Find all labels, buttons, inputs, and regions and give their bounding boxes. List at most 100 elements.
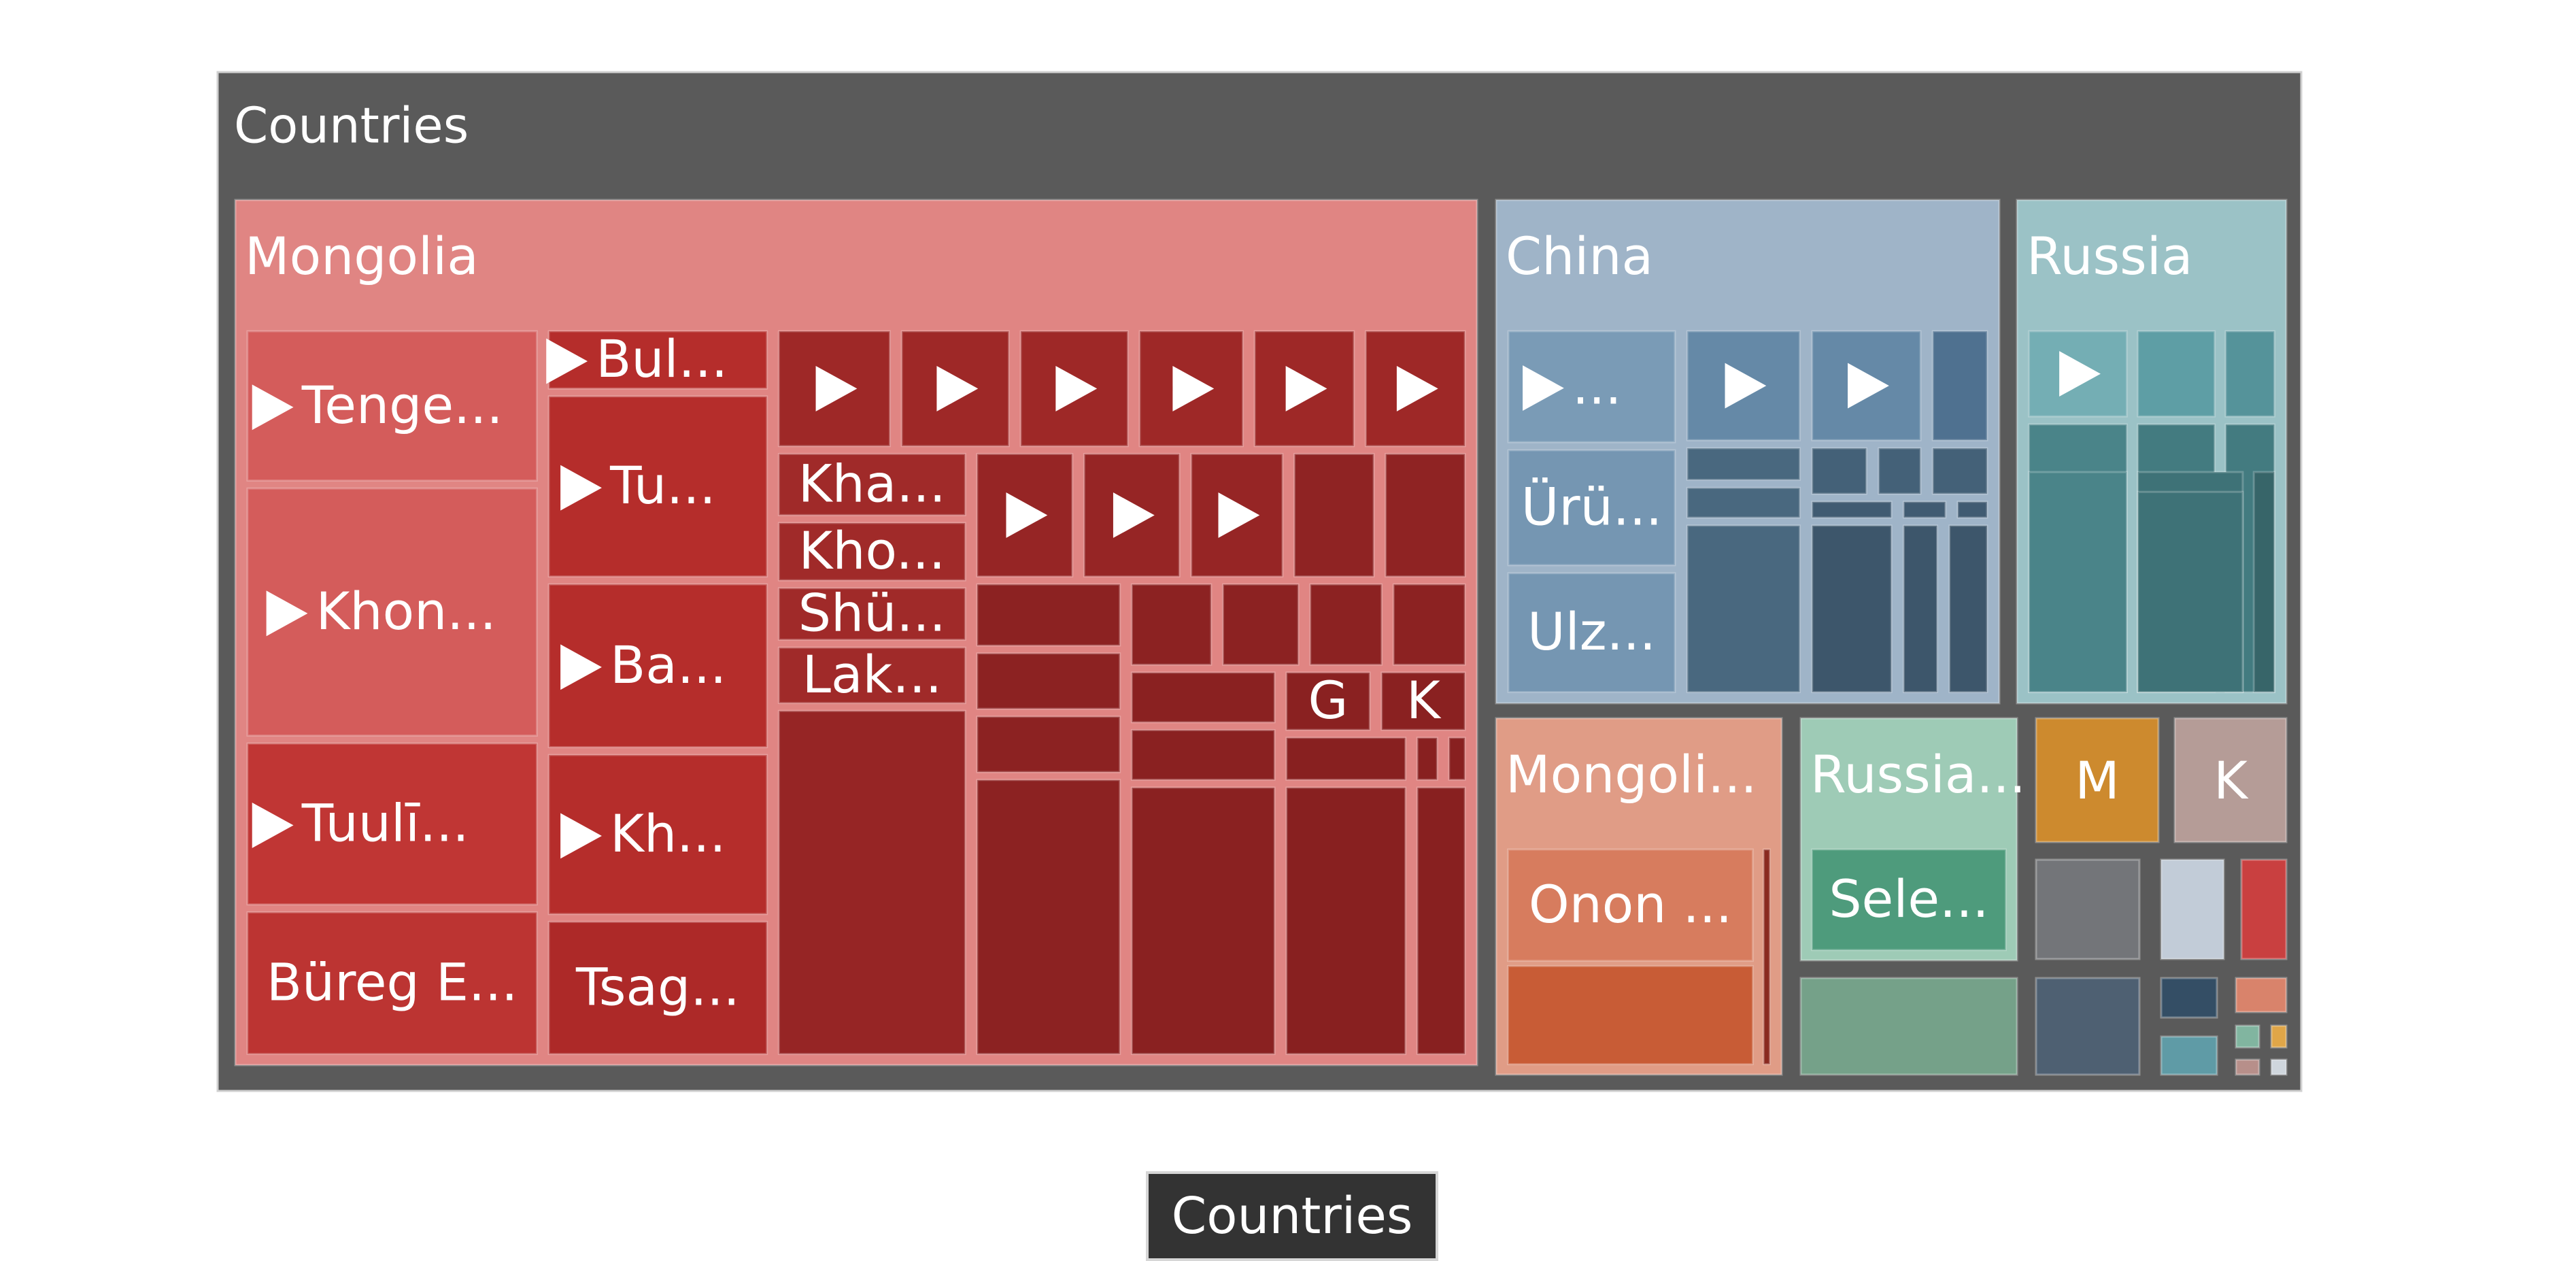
cell-1-1[interactable]: [1507, 449, 1676, 567]
cell-1-14[interactable]: [1956, 501, 1988, 519]
cell-2-9[interactable]: [2252, 471, 2275, 694]
cell-arrow-0-1: [266, 590, 308, 637]
cell-0-2[interactable]: [246, 742, 538, 906]
cell-0-40[interactable]: [1416, 737, 1438, 781]
cell-0-8[interactable]: [547, 920, 768, 1056]
cell-1-2[interactable]: [1507, 572, 1676, 694]
group-group-14-14[interactable]: [2160, 1035, 2218, 1076]
cell-label-1-2: Ulz...: [1527, 601, 1656, 662]
cell-1-15[interactable]: [1811, 524, 1893, 694]
cell-arrow-0-10: [936, 365, 979, 411]
cell-0-16[interactable]: [777, 522, 966, 582]
cell-0-4[interactable]: [547, 330, 768, 390]
group-label-1: China: [1506, 226, 1653, 286]
cell-arrow-0-6: [560, 644, 602, 690]
cell-arrow-0-0: [252, 384, 294, 431]
cell-0-26[interactable]: [976, 652, 1121, 710]
cell-arrow-1-3: [1725, 363, 1767, 409]
group-m-6[interactable]: [2035, 717, 2160, 843]
cell-2-0[interactable]: [2028, 330, 2128, 418]
cell-label-1-1: Ürü...: [1521, 476, 1663, 537]
group-group-18-18[interactable]: [2270, 1058, 2288, 1076]
cell-arrow-0-21: [1113, 492, 1155, 538]
breadcrumb-countries[interactable]: Countries: [1146, 1171, 1438, 1261]
cell-3-2[interactable]: [1762, 848, 1771, 1066]
cell-0-31[interactable]: [1309, 583, 1383, 666]
group-group-13-13[interactable]: [2235, 977, 2288, 1013]
group-group-12-12[interactable]: [2160, 977, 2218, 1019]
cell-arrow-2-0: [2059, 351, 2101, 397]
cell-1-16[interactable]: [1902, 524, 1939, 694]
cell-0-35[interactable]: [1130, 786, 1276, 1056]
group-group-8-8[interactable]: [2035, 858, 2141, 960]
cell-2-2[interactable]: [2224, 330, 2275, 418]
cell-arrow-0-20: [1006, 492, 1048, 538]
cell-0-32[interactable]: [1392, 583, 1466, 666]
cell-1-7[interactable]: [1686, 486, 1801, 519]
cell-0-34[interactable]: [1130, 728, 1276, 781]
cell-0-23[interactable]: [1293, 452, 1375, 578]
cell-0-24[interactable]: [1385, 452, 1466, 578]
cell-0-27[interactable]: [976, 716, 1121, 773]
cell-1-12[interactable]: [1811, 501, 1893, 519]
group-label-6: M: [2075, 750, 2120, 811]
cell-arrow-0-11: [1055, 365, 1098, 411]
group-group-16-16[interactable]: [2270, 1024, 2288, 1049]
cell-label-0-15: Kha...: [798, 453, 946, 514]
cell-arrow-0-22: [1218, 492, 1260, 538]
group-group-9-9[interactable]: [2160, 858, 2225, 960]
cell-label-0-18: Lak...: [802, 644, 942, 705]
group-group-11-11[interactable]: [2035, 977, 2141, 1076]
cell-0-19[interactable]: [777, 709, 966, 1056]
cell-1-8[interactable]: [1686, 524, 1801, 694]
cell-label-0-16: Kho...: [798, 520, 945, 581]
cell-0-25[interactable]: [976, 583, 1121, 647]
cell-label-0-37: K: [1406, 670, 1442, 730]
cell-0-41[interactable]: [1448, 737, 1466, 781]
cell-0-42[interactable]: [1416, 786, 1466, 1056]
cell-0-37[interactable]: [1380, 671, 1466, 731]
treemap-title: Countries: [234, 97, 469, 154]
cell-2-1[interactable]: [2137, 330, 2216, 418]
cell-2-8[interactable]: [2137, 490, 2244, 694]
cell-1-13[interactable]: [1902, 501, 1947, 519]
cell-arrow-0-4: [546, 338, 588, 384]
group-group-17-17[interactable]: [2235, 1058, 2260, 1076]
cell-0-33[interactable]: [1130, 671, 1276, 724]
cell-0-28[interactable]: [976, 779, 1121, 1056]
cell-0-36[interactable]: [1285, 671, 1371, 731]
cell-label-0-5: Tu...: [609, 455, 716, 516]
group-group-10-10[interactable]: [2240, 858, 2288, 960]
cell-0-38[interactable]: [1285, 737, 1407, 781]
cell-label-0-17: Shü...: [798, 583, 946, 643]
cell-label-0-8: Tsag...: [575, 956, 740, 1017]
group-label-7: K: [2214, 750, 2249, 811]
cell-0-29[interactable]: [1130, 583, 1213, 666]
cell-1-6[interactable]: [1686, 447, 1801, 482]
cell-arrow-0-13: [1285, 365, 1327, 411]
cell-2-6[interactable]: [2028, 471, 2128, 694]
cell-1-11[interactable]: [1931, 447, 1988, 495]
cell-label-0-3: Büreg E...: [267, 952, 518, 1012]
cell-0-30[interactable]: [1222, 583, 1300, 666]
group-group-15-15[interactable]: [2235, 1024, 2260, 1049]
cell-0-0[interactable]: [246, 330, 538, 482]
cell-0-39[interactable]: [1285, 786, 1407, 1056]
cell-1-9[interactable]: [1811, 447, 1867, 495]
cell-0-15[interactable]: [777, 452, 966, 516]
cell-1-17[interactable]: [1948, 524, 1988, 694]
cell-4-0[interactable]: [1810, 848, 2007, 952]
cell-0-17[interactable]: [777, 587, 966, 641]
cell-label-1-0: ...: [1572, 356, 1621, 416]
cell-0-18[interactable]: [777, 646, 966, 705]
cell-label-0-2: Tuulī...: [301, 792, 469, 853]
cell-3-1[interactable]: [1507, 964, 1754, 1066]
cell-0-3[interactable]: [246, 911, 538, 1056]
cell-1-5[interactable]: [1931, 330, 1988, 441]
group-k-7[interactable]: [2173, 717, 2288, 843]
group-group-5-5[interactable]: [1799, 977, 2018, 1076]
cell-1-10[interactable]: [1878, 447, 1922, 495]
group-label-0: Mongolia: [245, 226, 479, 286]
cell-3-0[interactable]: [1507, 848, 1754, 962]
